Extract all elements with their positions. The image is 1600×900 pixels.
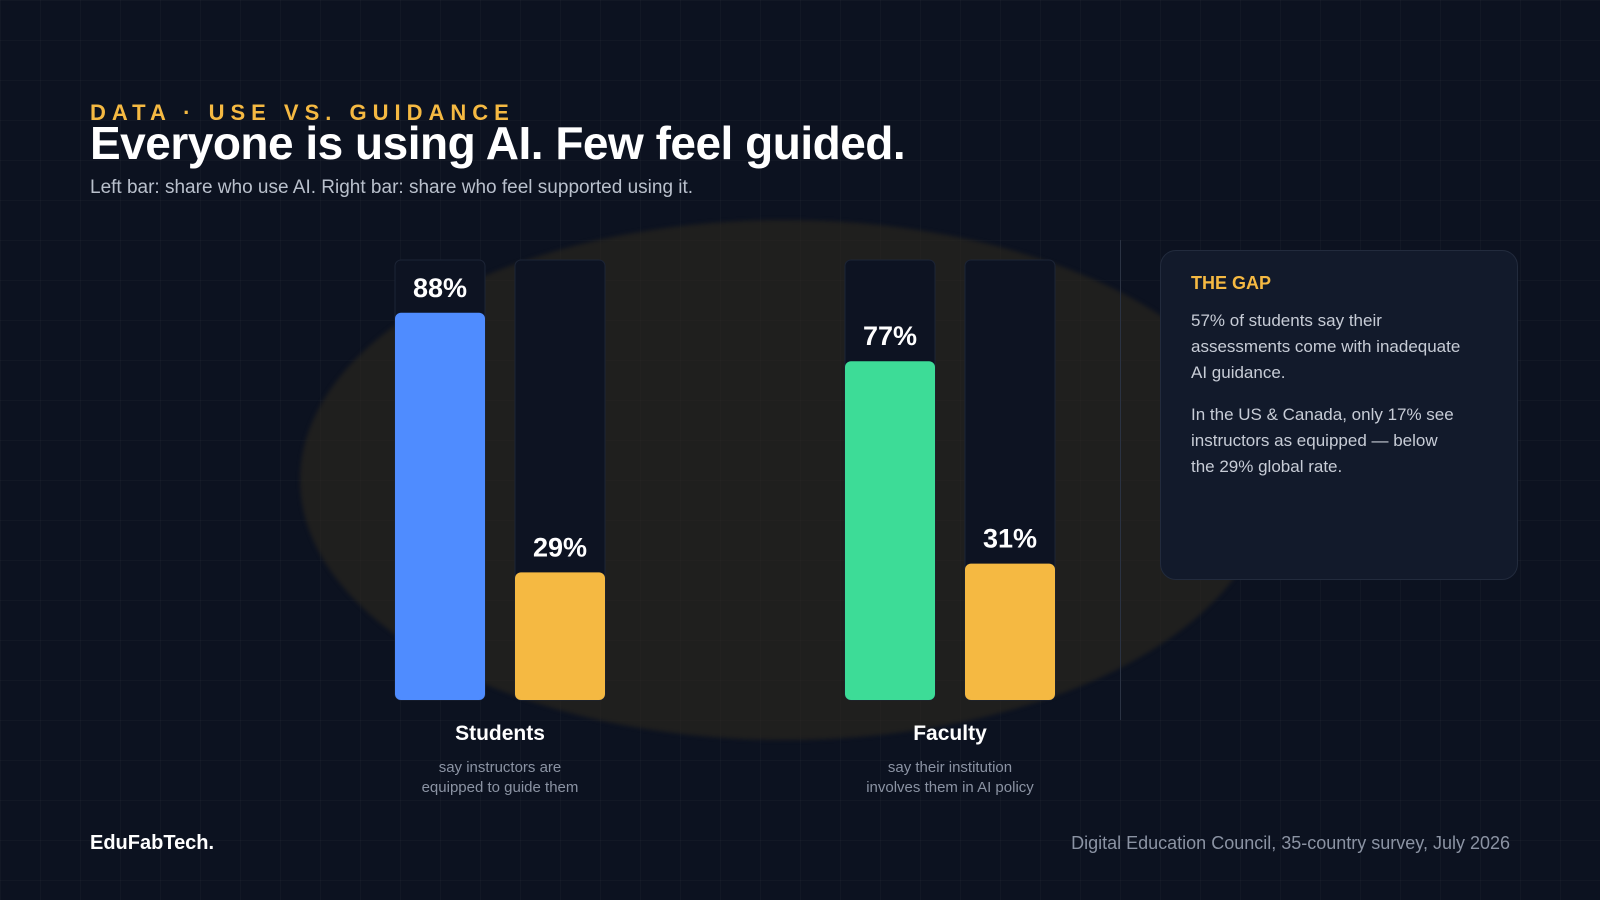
group-label-faculty: Faculty [913,722,987,745]
bar-value-label: 29% [533,532,587,562]
group-note-line: say their institution [887,759,1013,776]
bar-students-29 [515,572,605,700]
group-label-students: Students [455,722,545,745]
bar-faculty-31 [965,563,1055,700]
page-subtitle: Left bar: share who use AI. Right bar: s… [90,177,694,198]
group-note-line: involves them in AI policy [866,779,1034,796]
callout-paragraph: In the US & Canada, only 17% see instruc… [1191,405,1454,476]
eyebrow-label: DATA · USE VS. GUIDANCE [90,100,515,125]
bar-value-label: 31% [983,524,1037,554]
brand-logo: EduFabTech. [90,832,215,854]
group-note-faculty: say their institution involves them in A… [820,758,1080,798]
callout-title: THE GAP [1191,273,1272,293]
callout-paragraph: 57% of students say their assessments co… [1191,311,1461,382]
group-note-line: equipped to guide them [421,779,579,796]
gap-callout: THE GAP 57% of students say their assess… [1160,250,1518,580]
bar-value-label: 88% [413,273,467,303]
group-note-students: say instructors are equipped to guide th… [370,758,630,798]
source-note: Digital Education Council, 35-country su… [1071,833,1510,853]
page-title: Everyone is using AI. Few feel guided. [90,117,906,169]
bar-students-88 [395,312,485,700]
group-note-line: say instructors are [438,759,562,776]
bar-value-label: 77% [863,321,917,351]
bar-faculty-77 [845,361,935,700]
divider [1120,240,1121,720]
